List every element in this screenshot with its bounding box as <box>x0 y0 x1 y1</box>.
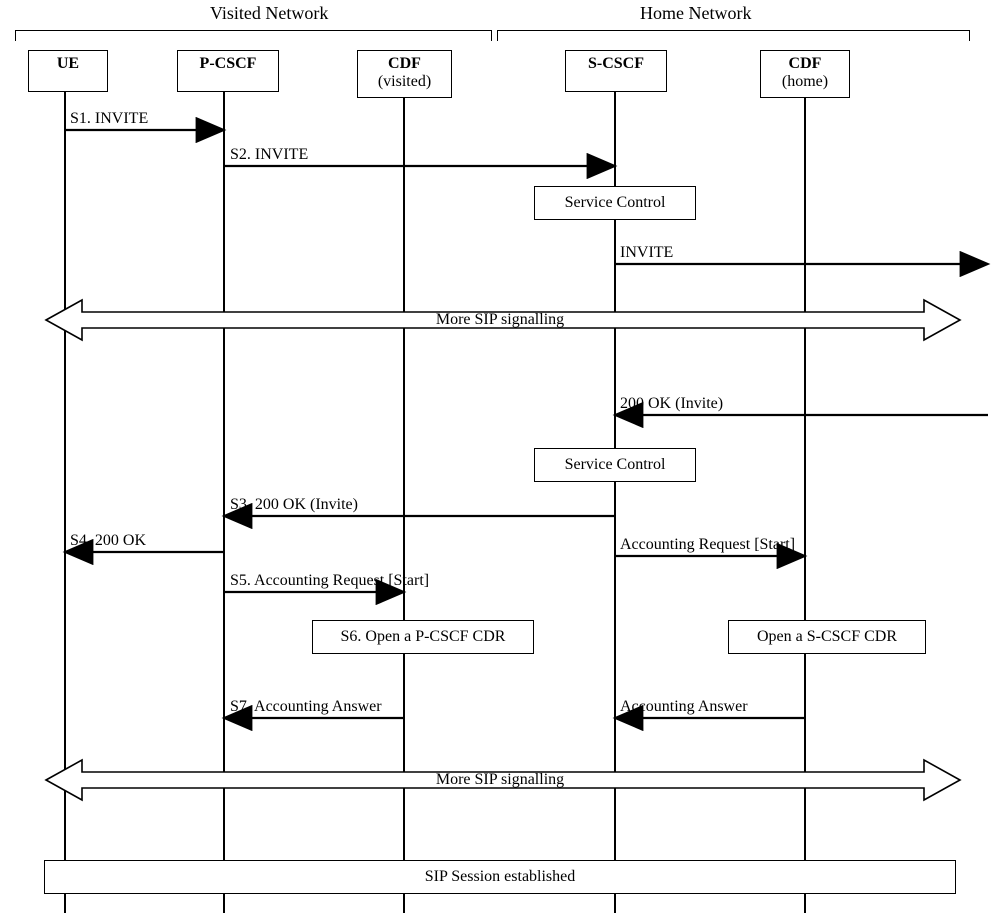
msg-label-invite: INVITE <box>620 244 673 262</box>
lifeline-label: CDF <box>360 55 449 73</box>
bracket-visited <box>15 30 492 35</box>
double-arrow-label-more1: More SIP signalling <box>0 311 1000 329</box>
msg-label-acct-ans-home: Accounting Answer <box>620 698 748 716</box>
lifeline-label: S-CSCF <box>588 55 644 72</box>
lifeline-sublabel: (home) <box>763 73 847 91</box>
lifeline-cdf-home: CDF (home) <box>760 50 850 98</box>
lifeline-line-cdf-home <box>804 98 806 913</box>
network-label-home: Home Network <box>640 3 751 24</box>
msg-label-s3: S3. 200 OK (Invite) <box>230 496 358 514</box>
lifeline-line-ue <box>64 92 66 913</box>
lifeline-sublabel: (visited) <box>360 73 449 91</box>
lifeline-line-cdf-visited <box>403 98 405 913</box>
msg-label-s2: S2. INVITE <box>230 146 308 164</box>
box-open-scscf-cdr: Open a S-CSCF CDR <box>728 620 926 654</box>
msg-label-s7: S7. Accounting Answer <box>230 698 382 716</box>
lifeline-label: UE <box>57 55 79 72</box>
msg-label-s5: S5. Accounting Request [Start] <box>230 572 429 590</box>
msg-label-200ok-in: 200 OK (Invite) <box>620 395 723 413</box>
sequence-diagram: Visited Network Home Network UE P-CSCF C… <box>0 0 1000 913</box>
box-sip-session-established: SIP Session established <box>44 860 956 894</box>
msg-label-s4: S4. 200 OK <box>70 532 146 550</box>
lifeline-label: P-CSCF <box>200 55 257 72</box>
bracket-home <box>497 30 970 35</box>
msg-label-s1: S1. INVITE <box>70 110 148 128</box>
box-service-control-2: Service Control <box>534 448 696 482</box>
network-label-visited: Visited Network <box>210 3 328 24</box>
lifeline-scscf: S-CSCF <box>565 50 667 92</box>
double-arrow-label-more2: More SIP signalling <box>0 771 1000 789</box>
lifeline-cdf-visited: CDF (visited) <box>357 50 452 98</box>
lifeline-ue: UE <box>28 50 108 92</box>
box-s6-open-pcscf-cdr: S6. Open a P-CSCF CDR <box>312 620 534 654</box>
lifeline-pcscf: P-CSCF <box>177 50 279 92</box>
lifeline-line-pcscf <box>223 92 225 913</box>
box-service-control-1: Service Control <box>534 186 696 220</box>
msg-label-acct-req-home: Accounting Request [Start] <box>620 536 795 554</box>
lifeline-label: CDF <box>763 55 847 73</box>
